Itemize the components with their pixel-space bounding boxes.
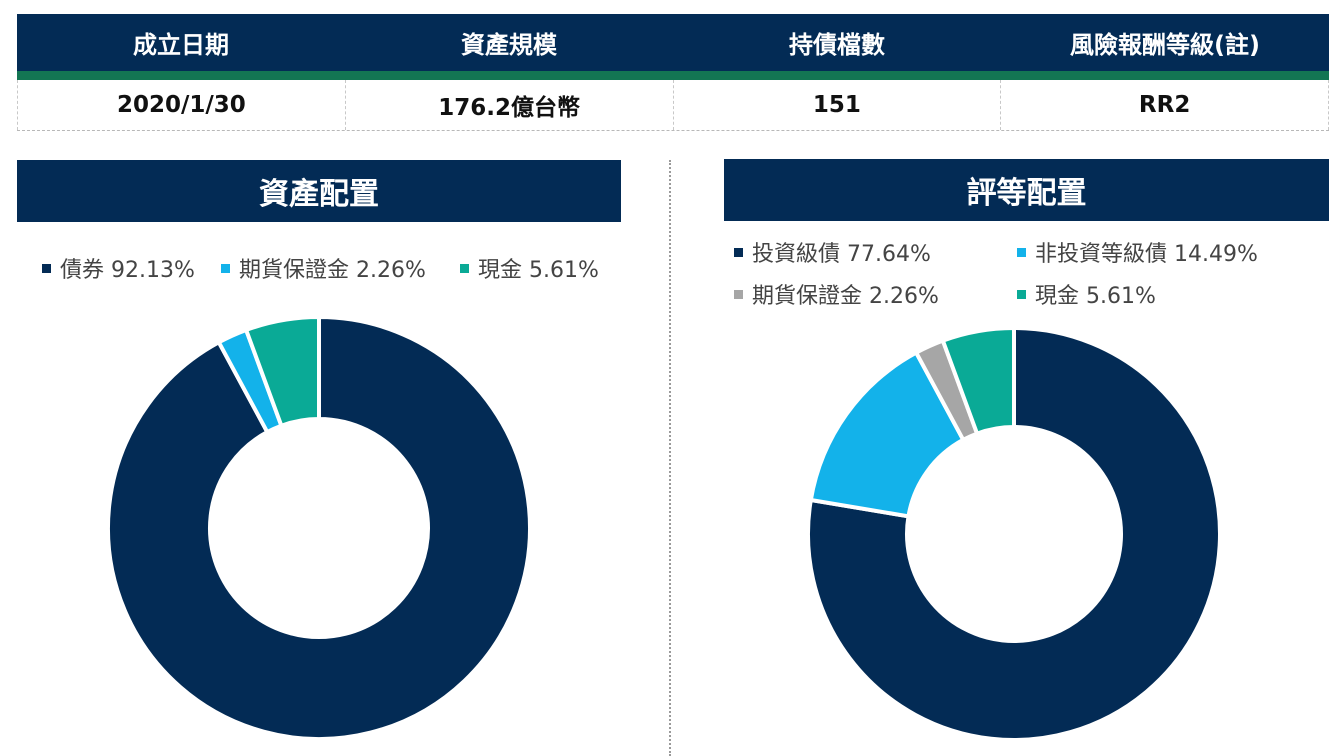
donut-slice-3 xyxy=(940,325,1016,437)
donut-slice-0 xyxy=(106,314,532,741)
legend-item-investment-grade: 投資級債 77.64% xyxy=(734,236,931,268)
legend-item-futures-margin: 期貨保證金 2.26% xyxy=(734,278,939,310)
legend-label-cash: 現金 5.61% xyxy=(478,258,599,283)
legend-swatch-investment-grade xyxy=(734,247,743,257)
legend-item-cash: 現金 5.61% xyxy=(1017,278,1156,310)
legend-label-futures-margin: 期貨保證金 2.26% xyxy=(752,284,939,309)
legend-swatch-cash xyxy=(460,263,469,273)
donut-slice-2 xyxy=(243,314,321,429)
header-accent-stripe xyxy=(17,71,1329,80)
fund-info-table: 成立日期 資產規模 持債檔數 風險報酬等級(註) 2020/1/30 176.2… xyxy=(17,14,1329,131)
panel-divider xyxy=(669,160,671,756)
legend-label-cash: 現金 5.61% xyxy=(1035,284,1156,309)
rating-allocation-title: 評等配置 xyxy=(724,159,1329,221)
legend-label-bonds: 債券 92.13% xyxy=(60,258,195,283)
value-inception-date: 2020/1/30 xyxy=(17,80,345,130)
legend-swatch-futures-margin xyxy=(734,289,743,299)
header-asset-size: 資產規模 xyxy=(461,31,557,59)
legend-label-high-yield: 非投資等級債 14.49% xyxy=(1035,242,1258,267)
legend-swatch-futures-margin xyxy=(221,263,230,273)
header-risk-level: 風險報酬等級(註) xyxy=(1070,31,1260,59)
header-holdings-count: 持債檔數 xyxy=(789,31,885,59)
legend-swatch-cash xyxy=(1017,289,1026,299)
legend-item-cash: 現金 5.61% xyxy=(460,252,599,284)
info-header-row: 成立日期 資產規模 持債檔數 風險報酬等級(註) xyxy=(17,14,1329,71)
header-inception-date: 成立日期 xyxy=(133,31,229,59)
legend-item-bonds: 債券 92.13% xyxy=(42,252,195,284)
donut-slice-0 xyxy=(806,325,1222,742)
legend-swatch-high-yield xyxy=(1017,247,1026,257)
legend-swatch-bonds xyxy=(42,263,51,273)
legend-item-futures-margin: 期貨保證金 2.26% xyxy=(221,252,426,284)
legend-label-investment-grade: 投資級債 77.64% xyxy=(752,242,931,267)
asset-allocation-title: 資產配置 xyxy=(17,160,621,222)
value-asset-size: 176.2億台幣 xyxy=(344,80,673,130)
value-risk-level: RR2 xyxy=(1000,80,1329,130)
info-value-row: 2020/1/30 176.2億台幣 151 RR2 xyxy=(17,80,1329,131)
value-holdings-count: 151 xyxy=(672,80,1001,130)
legend-item-high-yield: 非投資等級債 14.49% xyxy=(1017,236,1258,268)
legend-label-futures-margin: 期貨保證金 2.26% xyxy=(239,258,426,283)
